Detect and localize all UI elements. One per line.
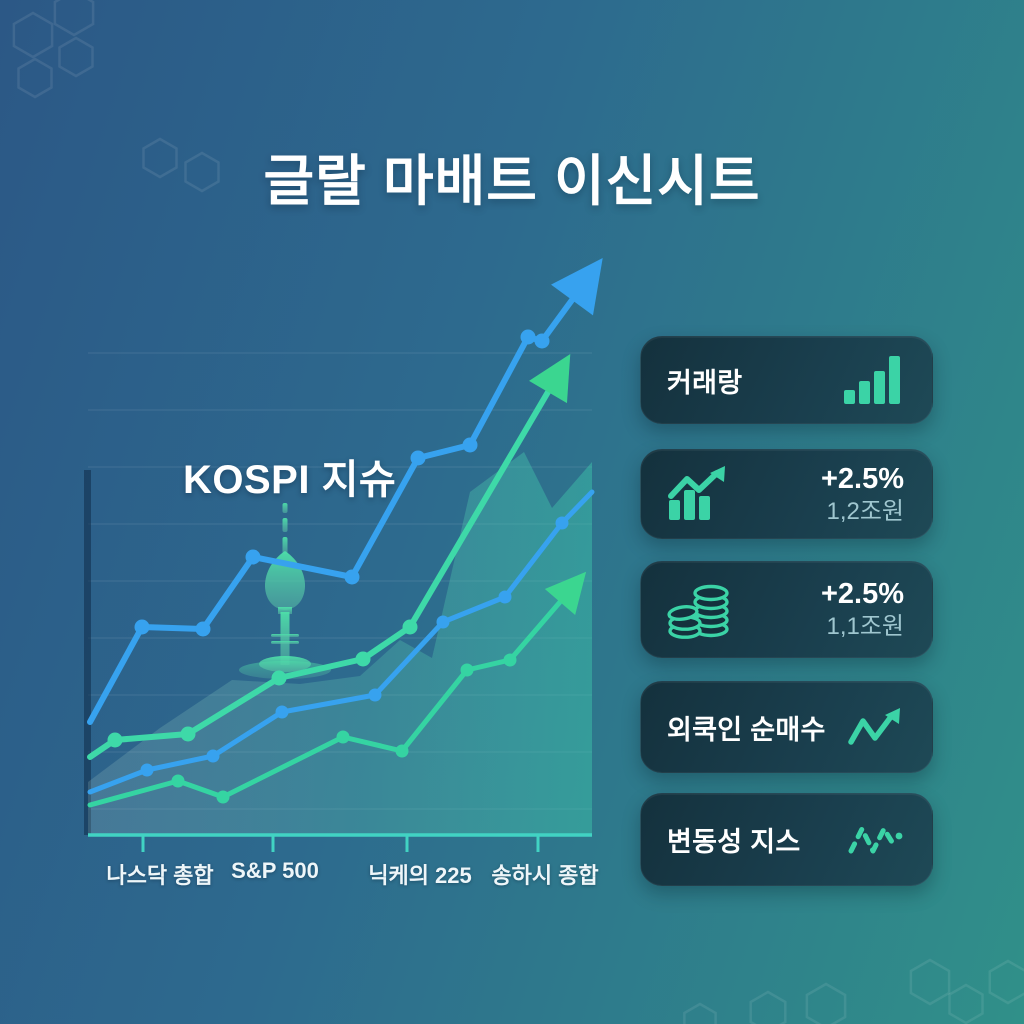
lower-mint-index-line-point [395, 744, 409, 758]
upper-blue-index-line-point [410, 450, 426, 466]
upper-blue-index-line-point [520, 329, 536, 345]
skyline-area-fill [88, 452, 592, 835]
zigzag-up-arrow-icon [848, 708, 900, 745]
lower-mint-index-line-point [171, 774, 185, 788]
hexagon-icon [988, 959, 1024, 1005]
seoul-tower-silhouette-icon [239, 503, 331, 679]
card-money-flow-amount: 1,1조원 [826, 613, 904, 641]
stats-panel: 커래랑 +2.5% [640, 336, 933, 886]
hexagon-icon [805, 982, 847, 1024]
kospi-annotation: KOSPI 지슈 [183, 458, 397, 502]
lower-mint-index-line [87, 599, 563, 808]
hexagon-icon [58, 36, 94, 78]
kospi-mint-line-arrowhead-icon [529, 354, 571, 404]
card-volume-label: 커래랑 [667, 367, 743, 398]
dashed-volatility-icon [848, 826, 903, 853]
hexagon-icon [142, 137, 178, 179]
lower-blue-index-line-point [555, 516, 569, 530]
kospi-mint-line-point [180, 726, 196, 742]
hexagon-icon [12, 11, 54, 59]
y-axis-shadow-bar [84, 470, 91, 835]
hexagon-icon [909, 958, 951, 1006]
card-index-change-amount: 1,2조원 [826, 497, 904, 525]
hexagon-icon [17, 57, 53, 99]
lower-blue-index-line-point [206, 749, 220, 763]
x-tick-label-nikkei: 닉케의 225 [368, 863, 472, 888]
hexagon-icon [683, 1002, 717, 1024]
lower-blue-index-line-point [140, 763, 154, 777]
coin-stack-icon [667, 584, 729, 639]
card-index-change: +2.5% 1,2조원 [640, 449, 933, 539]
hexagon-icon [53, 0, 95, 37]
upper-blue-index-line-arrowhead-icon [551, 258, 603, 316]
lower-mint-index-line-point [216, 790, 230, 804]
x-tick-label-sp500: S&P 500 [231, 858, 319, 883]
upper-blue-index-line-point [195, 621, 211, 637]
lower-blue-index-line-point [498, 590, 512, 604]
kospi-mint-line-point [355, 651, 371, 667]
bar-chart-up-arrow-icon [668, 466, 725, 520]
page-title: 글랄 마배트 이신시트 [263, 150, 761, 212]
lower-mint-index-line-arrowhead-icon [544, 571, 587, 616]
hexagon-icon [184, 151, 220, 193]
hexagon-icon [749, 990, 787, 1024]
card-volatility-index: 변동성 지스 [640, 793, 933, 886]
lower-mint-index-line-point [503, 653, 517, 667]
card-index-change-percent: +2.5% [820, 462, 904, 495]
card-volatility-index-label: 변동성 지스 [667, 827, 801, 857]
card-foreign-net-buying-label: 외쿡인 순매수 [667, 714, 826, 745]
upper-blue-index-line-point [462, 437, 478, 453]
lower-mint-index-line-point [460, 663, 474, 677]
lower-blue-index-line-point [368, 688, 382, 702]
lower-mint-index-line-point [336, 730, 350, 744]
x-tick-label-shanghai: 송하시 종합 [491, 863, 599, 888]
kospi-mint-line-point [107, 732, 123, 748]
card-foreign-net-buying: 외쿡인 순매수 [640, 681, 933, 773]
upper-blue-index-line-point [245, 549, 261, 565]
card-money-flow: +2.5% 1,1조원 [640, 561, 933, 658]
lower-blue-index-line-point [275, 705, 289, 719]
card-volume: 커래랑 [640, 336, 933, 424]
upper-blue-index-line-point [534, 333, 550, 349]
card-money-flow-percent: +2.5% [820, 578, 904, 611]
kospi-mint-line-point [402, 619, 418, 635]
hexagon-icon [948, 983, 984, 1024]
upper-blue-index-line-point [344, 569, 360, 585]
lower-blue-index-line-point [436, 615, 450, 629]
hexagon-pattern-icon [12, 0, 1024, 1024]
kospi-mint-line-point [271, 670, 287, 686]
ascending-bars-icon [844, 356, 900, 404]
upper-blue-index-line-point [134, 619, 150, 635]
x-tick-label-nasdaq: 나스닥 총합 [106, 863, 214, 888]
